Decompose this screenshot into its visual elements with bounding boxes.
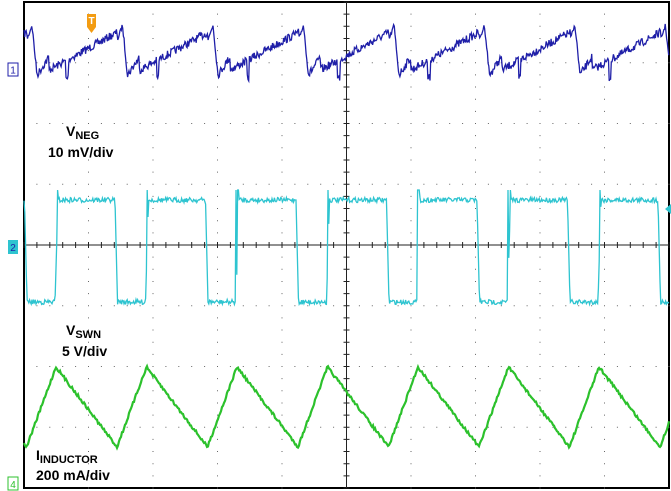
vneg-scale: 10 mV/div (48, 144, 113, 160)
trigger-marker-label: T (88, 16, 94, 27)
channel-4-label: 4 (10, 480, 16, 491)
vneg-label: VNEG (66, 123, 99, 144)
channel-1-label: 1 (10, 66, 16, 77)
channel-2-label: 2 (10, 243, 16, 254)
channel-4-marker: 4 (8, 477, 18, 491)
iinductor-scale: 200 mA/div (36, 467, 110, 483)
vswn-label: VSWN (66, 322, 101, 343)
vswn-scale: 5 V/div (62, 343, 107, 359)
channel-2-marker: 2 (8, 240, 18, 254)
channel-1-marker: 1 (8, 63, 18, 77)
iinductor-label: IINDUCTOR (36, 447, 98, 468)
